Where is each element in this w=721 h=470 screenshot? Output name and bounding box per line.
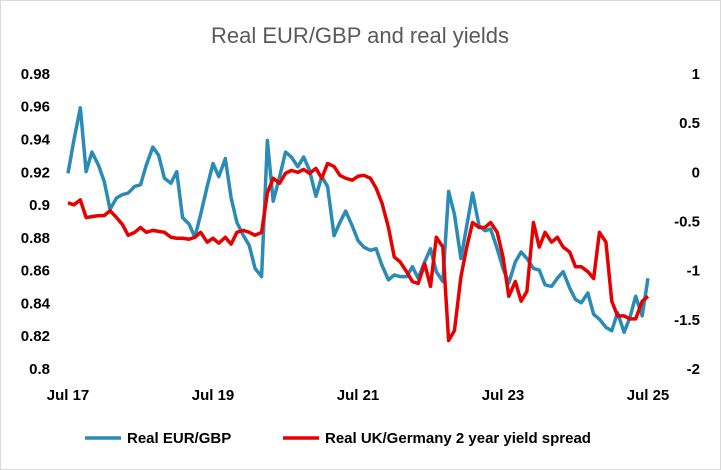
y-tick-label: 0.86 [21, 263, 50, 280]
y2-tick-label: -1.5 [674, 312, 700, 329]
y-tick-label: 0.94 [21, 132, 51, 149]
x-tick-label: Jul 25 [627, 387, 670, 404]
y-tick-label: 0.88 [21, 230, 50, 247]
y2-tick-label: -1 [687, 263, 700, 280]
x-tick-label: Jul 23 [482, 387, 525, 404]
y-tick-label: 0.92 [21, 164, 50, 181]
y-tick-label: 0.9 [29, 197, 50, 214]
legend-label: Real EUR/GBP [127, 430, 231, 447]
y-tick-label: 0.84 [21, 295, 51, 312]
y-tick-label: 0.98 [21, 66, 50, 83]
y-tick-label: 0.96 [21, 99, 50, 116]
y2-tick-label: 0.5 [679, 115, 700, 132]
series-line [67, 161, 650, 343]
y2-tick-label: 1 [692, 66, 700, 83]
chart-title: Real EUR/GBP and real yields [211, 23, 509, 48]
legend-label: Real UK/Germany 2 year yield spread [325, 430, 591, 447]
x-tick-label: Jul 19 [192, 387, 235, 404]
y2-tick-label: -2 [687, 361, 700, 378]
y2-tick-label: 0 [692, 164, 700, 181]
y2-tick-label: -0.5 [674, 213, 700, 230]
y-tick-label: 0.82 [21, 328, 50, 345]
series-line [66, 106, 650, 335]
y-tick-label: 0.8 [29, 361, 50, 378]
x-tick-label: Jul 21 [337, 387, 380, 404]
x-tick-label: Jul 17 [47, 387, 90, 404]
